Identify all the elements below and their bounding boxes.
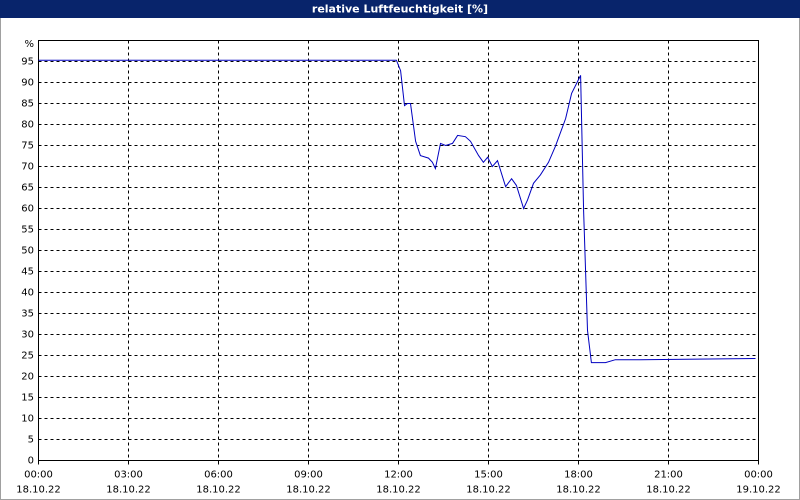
x-tick-label: 18:00 [564,470,593,481]
x-tick-label: 21:00 [654,470,683,481]
y-tick-label: 5 [28,435,34,446]
y-tick-label: 60 [21,204,34,215]
y-tick-label: 40 [21,288,34,299]
x-tick-date: 18.10.22 [556,485,601,496]
x-tick-date: 18.10.22 [106,485,151,496]
y-tick-label: 15 [21,393,34,404]
x-tick-date: 18.10.22 [646,485,691,496]
y-tick-label: 50 [21,246,34,257]
y-tick-label: 75 [21,141,34,152]
y-tick-label: 35 [21,309,34,320]
y-tick-label: 65 [21,183,34,194]
y-tick-label: 55 [21,225,34,236]
title-bar [0,0,800,18]
x-tick-label: 06:00 [204,470,233,481]
y-tick-label: 85 [21,99,34,110]
x-tick-date: 18.10.22 [376,485,421,496]
y-tick-label: 20 [21,372,34,383]
x-tick-date: 18.10.22 [286,485,331,496]
y-tick-label: 30 [21,330,34,341]
x-tick-label: 00:00 [24,470,53,481]
x-tick-label: 15:00 [474,470,503,481]
x-tick-date: 18.10.22 [466,485,511,496]
y-tick-label: 0 [28,456,34,467]
y-tick-label: 80 [21,120,34,131]
y-tick-label: 90 [21,78,34,89]
x-tick-label: 09:00 [294,470,323,481]
x-tick-date: 18.10.22 [16,485,61,496]
y-axis-label: % [24,39,34,50]
x-tick-label: 00:00 [744,470,773,481]
y-tick-label: 95 [21,57,34,68]
x-tick-label: 12:00 [384,470,413,481]
x-tick-date: 18.10.22 [196,485,241,496]
x-tick-date: 19.10.22 [736,485,781,496]
data-line [38,59,756,364]
x-tick-label: 03:00 [114,470,143,481]
y-tick-label: 10 [21,414,34,425]
chart-title: relative Luftfeuchtigkeit [%] [312,3,488,16]
y-tick-label: 25 [21,351,34,362]
y-tick-label: 45 [21,267,34,278]
y-tick-label: 70 [21,162,34,173]
